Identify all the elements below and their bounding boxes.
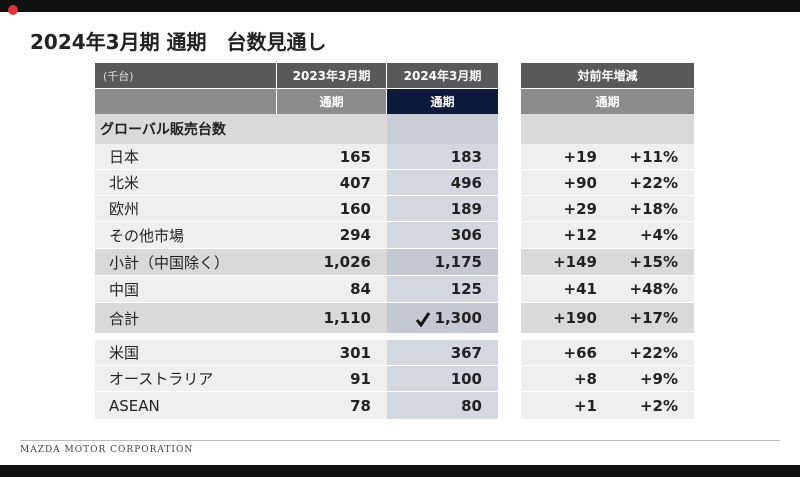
header-cell	[95, 88, 277, 114]
cell-value: 301	[277, 340, 387, 366]
app-icon	[8, 5, 18, 15]
footer: MAZDA MOTOR CORPORATION	[20, 445, 194, 455]
section-cell	[521, 114, 694, 144]
cell-value: 189	[387, 196, 498, 222]
header-cell: 2024年3月期	[387, 63, 498, 88]
cell-value: 1,026	[277, 249, 387, 276]
cell-value: 1,175	[387, 249, 498, 276]
cell-value: 100	[387, 366, 498, 392]
cell-value: 1,110	[277, 303, 387, 334]
bottom-bar	[0, 465, 800, 477]
cell-value: 306	[387, 222, 498, 249]
cell-value: +8	[521, 366, 605, 392]
row-label: 日本	[95, 144, 277, 170]
footer-line	[20, 440, 780, 441]
cell-value: +1	[521, 392, 605, 420]
row-label: 欧州	[95, 196, 277, 222]
cell-value: 91	[277, 366, 387, 392]
header-cell: (千台)	[95, 63, 277, 88]
header-cell: 対前年増減	[521, 63, 694, 88]
section-cell: グローバル販売台数	[95, 114, 277, 144]
cell-value: +4%	[605, 222, 694, 249]
cell-value: +11%	[605, 144, 694, 170]
cell-value: 80	[387, 392, 498, 420]
row-label: 小計（中国除く）	[95, 249, 277, 276]
cell-value: +66	[521, 340, 605, 366]
header-cell: 通期	[277, 88, 387, 114]
row-label: 米国	[95, 340, 277, 366]
cell-value: 1,300	[387, 303, 498, 334]
row-label: 中国	[95, 276, 277, 303]
cell-value: +18%	[605, 196, 694, 222]
cell-value: +17%	[605, 303, 694, 334]
top-bar	[0, 0, 800, 12]
cell-value: +48%	[605, 276, 694, 303]
header-cell: 2023年3月期	[277, 63, 387, 88]
cell-value: 183	[387, 144, 498, 170]
cell-value: +9%	[605, 366, 694, 392]
cell-value: +19	[521, 144, 605, 170]
cell-value: +12	[521, 222, 605, 249]
row-label: オーストラリア	[95, 366, 277, 392]
cell-value: +29	[521, 196, 605, 222]
cell-value: +22%	[605, 170, 694, 196]
row-label: その他市場	[95, 222, 277, 249]
cell-value: 125	[387, 276, 498, 303]
cell-value: 367	[387, 340, 498, 366]
cell-value: +190	[521, 303, 605, 334]
row-label: ASEAN	[95, 392, 277, 420]
cell-value: 294	[277, 222, 387, 249]
header-cell: 通期	[387, 88, 498, 114]
slide-title: 2024年3月期 通期 台数見通し	[30, 29, 327, 54]
section-cell	[277, 114, 387, 144]
cell-value: +2%	[605, 392, 694, 420]
cell-value: 160	[277, 196, 387, 222]
cell-value: 165	[277, 144, 387, 170]
cell-value: +41	[521, 276, 605, 303]
cell-value: +90	[521, 170, 605, 196]
cell-value: +149	[521, 249, 605, 276]
check-icon	[415, 312, 431, 327]
row-label: 北米	[95, 170, 277, 196]
cell-value: 78	[277, 392, 387, 420]
cell-value: 84	[277, 276, 387, 303]
section-cell	[387, 114, 498, 144]
row-label: 合計	[95, 303, 277, 334]
cell-value: +15%	[605, 249, 694, 276]
cell-value: 407	[277, 170, 387, 196]
cell-value: 496	[387, 170, 498, 196]
cell-value: +22%	[605, 340, 694, 366]
header-cell: 通期	[521, 88, 694, 114]
